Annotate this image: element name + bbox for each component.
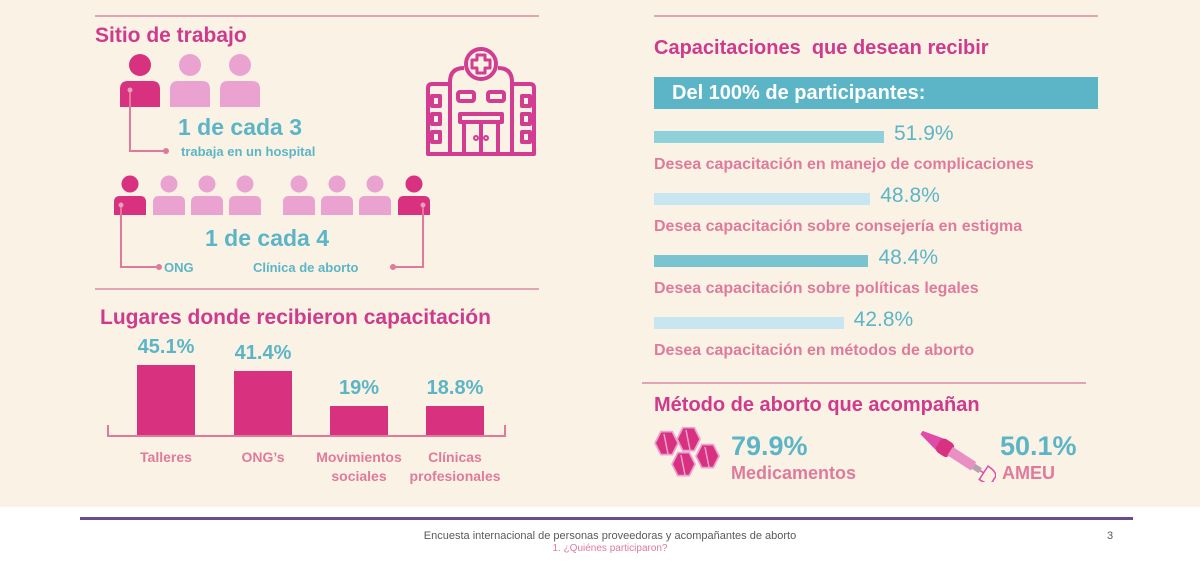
person-icon — [114, 175, 146, 215]
hospital-ratio: 1 de cada 3 — [178, 114, 303, 140]
ameu-value: 50.1% — [1000, 431, 1077, 461]
bar-category-label: ONG’s — [203, 448, 323, 467]
x-axis — [107, 425, 506, 437]
people-graphic — [114, 54, 430, 270]
person-icon — [220, 54, 260, 107]
footer-subtitle: 1. ¿Quiénes participaron? — [552, 543, 668, 554]
participants-banner-text: Del 100% de participantes: — [672, 82, 926, 104]
bar-category-label: Talleres — [106, 448, 226, 467]
participants-banner: Del 100% de participantes: — [654, 77, 1098, 109]
person-icon — [153, 175, 185, 215]
bar-category-line: Movimientos — [316, 449, 402, 465]
bar-value-label: 18.8% — [426, 376, 484, 399]
bar — [426, 405, 484, 435]
person-icon — [321, 175, 353, 215]
divider — [95, 288, 539, 290]
ong-label: ONG — [164, 260, 194, 275]
hbar — [654, 131, 884, 143]
bar-value-label: 19% — [338, 376, 380, 399]
bar-value-label: 41.4% — [234, 341, 292, 364]
sitio-title: Sitio de trabajo — [95, 24, 247, 47]
bar-category-line: Clínicas — [428, 449, 482, 465]
bar-chart-title: Lugares donde recibieron capacitación — [100, 306, 491, 329]
bar-category-label: Clínicas profesionales — [395, 448, 515, 486]
hbar-value-label: 48.4% — [878, 246, 939, 269]
person-icon — [170, 54, 210, 107]
metodo-title: Método de aborto que acompañan — [654, 394, 980, 416]
person-icon — [359, 175, 391, 215]
medicamentos-value: 79.9% — [731, 431, 808, 461]
hbar-category-label: Desea capacitación sobre políticas legal… — [654, 280, 979, 297]
person-icon — [283, 175, 315, 215]
footer-title: Encuesta internacional de personas prove… — [423, 530, 797, 542]
person-icon — [120, 54, 160, 107]
hbar — [654, 255, 869, 267]
bar — [137, 365, 195, 435]
bar — [234, 370, 292, 435]
hbar-chart: 51.9% Desea capacitación en manejo de com… — [654, 120, 1114, 370]
hbar-value-label: 42.8% — [853, 308, 914, 331]
divider — [642, 382, 1086, 384]
infographic-panel: Sitio de trabajo — [0, 0, 1200, 507]
bar — [330, 405, 388, 435]
footer-divider — [80, 517, 1133, 520]
hbar — [654, 317, 844, 329]
hbar-value-label: 51.9% — [894, 122, 954, 145]
hbar — [654, 193, 871, 205]
bar-value-label: 45.1% — [137, 336, 195, 358]
bar-category-line: profesionales — [409, 468, 501, 484]
person-icon — [229, 175, 261, 215]
hospital-icon — [426, 47, 536, 156]
divider — [654, 15, 1098, 17]
hospital-label: trabaja en un hospital — [181, 144, 316, 159]
ong-ratio: 1 de cada 4 — [205, 225, 330, 251]
capacitaciones-title: Capacitaciones que desean recibir — [654, 37, 989, 59]
ameu-label: AMEU — [1002, 463, 1055, 483]
hbar-value-label: 48.8% — [880, 184, 940, 207]
divider — [95, 15, 539, 17]
hbar-category-label: Desea capacitación en manejo de complica… — [654, 156, 1034, 173]
pills-icon — [654, 427, 721, 477]
bar-category-label: Movimientos sociales — [299, 448, 419, 486]
person-icon — [191, 175, 223, 215]
person-icon — [398, 175, 430, 215]
syringe-icon — [920, 430, 996, 482]
bar-category-line: ONG’s — [241, 449, 285, 465]
page-number: 3 — [1106, 530, 1114, 542]
clinica-label: Clínica de aborto — [253, 260, 359, 275]
hbar-category-label: Desea capacitación en métodos de aborto — [654, 342, 975, 359]
bar-category-line: Talleres — [140, 449, 192, 465]
hbar-category-label: Desea capacitación sobre consejería en e… — [654, 218, 1023, 235]
bar-category-line: sociales — [331, 468, 387, 484]
medicamentos-label: Medicamentos — [731, 463, 857, 483]
bar-chart: 45.1% Talleres 41.4% ONG’s 19% Movimientos soc… — [100, 330, 540, 490]
